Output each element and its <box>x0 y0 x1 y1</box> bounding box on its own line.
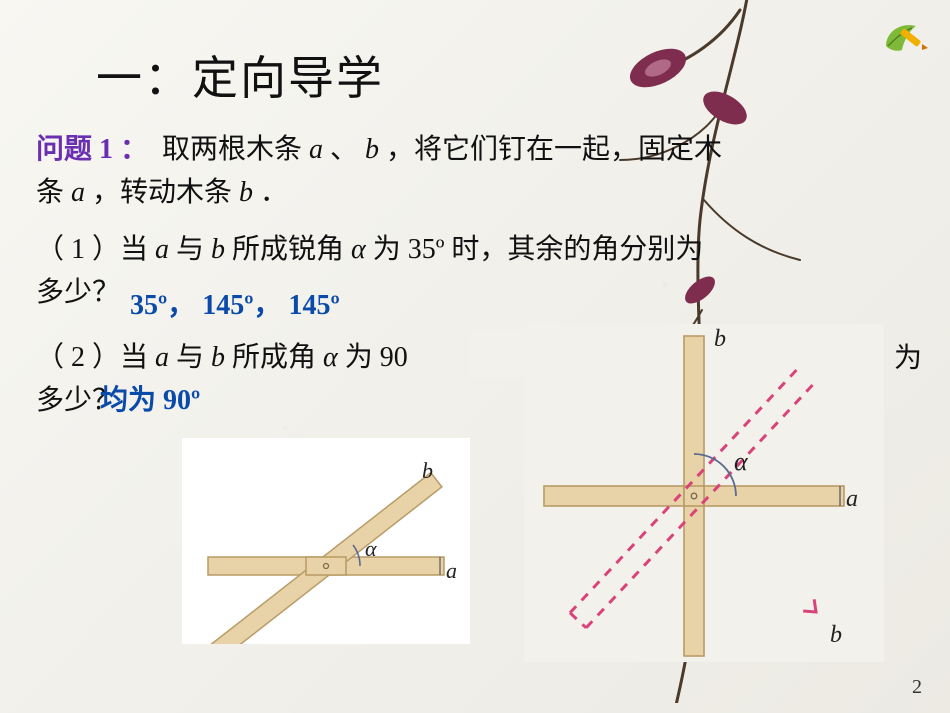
answer1: 35º， 145º， 145º <box>130 283 340 323</box>
leaf-pencil-icon <box>882 20 928 60</box>
answer2-num: 90º <box>163 385 200 416</box>
question1-label: 问题 1 ： <box>36 134 134 165</box>
sub1-line2: 多少？ <box>36 277 120 308</box>
sub1-prefix: （ 1 ）当 <box>36 234 155 265</box>
sub1-mid1: 与 <box>169 234 211 265</box>
q1-text-5: ，转动木条 <box>85 177 239 208</box>
var-b: b <box>211 342 225 373</box>
var-a: a <box>71 177 85 208</box>
var-alpha: α <box>351 234 366 265</box>
sub2-mid2: 所成角 <box>225 342 323 373</box>
sub2-mid3: 为 90 <box>338 342 408 373</box>
question1-paragraph: 问题 1 ： 取两根木条 a 、 b ，将它们钉在一起，固定木 条 a ，转动木… <box>36 128 950 215</box>
q1-text-6: ． <box>253 177 288 208</box>
sub1-mid3: 为 35º 时，其余的角分别为 <box>366 234 704 265</box>
sub2-tail: 为 <box>894 336 922 376</box>
answer2-cn: 均为 <box>100 385 163 416</box>
var-a: a <box>155 342 169 373</box>
svg-text:α: α <box>365 536 377 561</box>
page-number: 2 <box>912 676 922 699</box>
svg-text:α: α <box>734 447 749 476</box>
svg-text:b: b <box>714 326 726 352</box>
sub2-prefix: （ 2 ）当 <box>36 342 155 373</box>
sub2-mid1: 与 <box>169 342 211 373</box>
figure1-crossed-sticks: α a b <box>182 438 470 644</box>
svg-text:a: a <box>846 486 858 512</box>
q1-text-4: 条 <box>36 177 71 208</box>
var-b: b <box>239 177 253 208</box>
var-b: b <box>365 134 379 165</box>
q1-text-1: 取两根木条 <box>134 134 309 165</box>
var-alpha: α <box>323 342 338 373</box>
var-a: a <box>155 234 169 265</box>
svg-text:a: a <box>446 558 457 583</box>
q1-text-3: ，将它们钉在一起，固定木 <box>379 134 722 165</box>
q1-text-2: 、 <box>323 134 365 165</box>
sub1-mid2: 所成锐角 <box>225 234 351 265</box>
section-heading: 一：定向导学 <box>96 42 384 108</box>
figure2-perpendicular-sticks: α a b b <box>524 324 884 662</box>
var-a: a <box>309 134 323 165</box>
svg-text:b: b <box>422 458 433 483</box>
var-b: b <box>211 234 225 265</box>
svg-text:b: b <box>830 622 842 648</box>
answer2: 均为 90º <box>100 378 200 418</box>
